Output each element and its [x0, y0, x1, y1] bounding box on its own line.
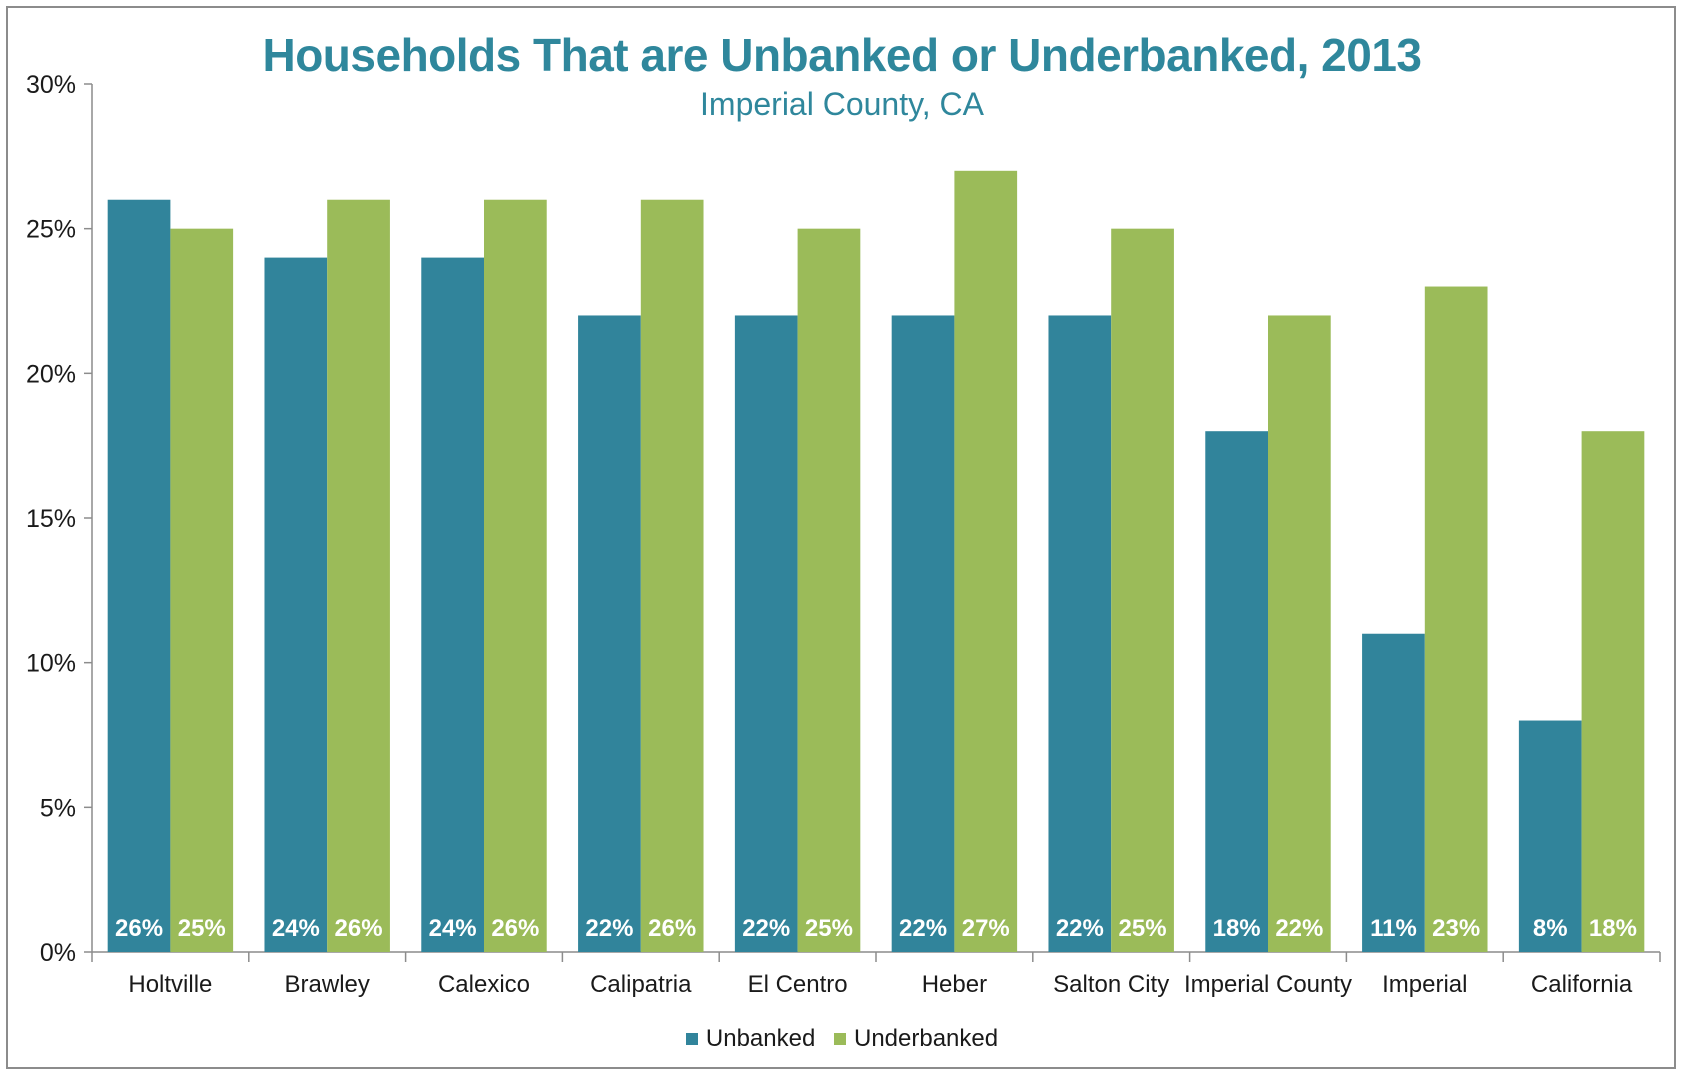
data-label: 22% — [899, 915, 947, 942]
bar-underbanked-holtville — [170, 228, 234, 952]
bar-unbanked-calexico — [421, 257, 484, 953]
y-tick-label: 5% — [40, 794, 76, 822]
legend-label-underbanked: Underbanked — [853, 1025, 999, 1052]
data-label: 18% — [1589, 915, 1637, 942]
data-label: 25% — [1119, 915, 1167, 942]
data-label: 22% — [585, 915, 633, 942]
data-label: 22% — [742, 915, 790, 942]
bar-underbanked-el-centro — [797, 228, 861, 952]
chart-title: Households That are Unbanked or Underban… — [262, 29, 1422, 81]
y-tick-label: 15% — [26, 505, 76, 533]
x-tick-label: Imperial — [1382, 971, 1467, 998]
bar-unbanked-calipatria — [578, 315, 641, 952]
y-tick-label: 10% — [26, 650, 76, 678]
data-label: 27% — [962, 915, 1010, 942]
bar-unbanked-brawley — [264, 257, 328, 953]
data-label: 22% — [1275, 915, 1323, 942]
bar-underbanked-brawley — [327, 199, 390, 952]
bar-unbanked-el-centro — [734, 315, 798, 952]
bar-underbanked-california — [1581, 431, 1645, 952]
y-tick-label: 0% — [40, 939, 76, 967]
x-tick-label: Calipatria — [590, 971, 692, 998]
bar-underbanked-imperial-county — [1268, 315, 1331, 952]
bar-unbanked-holtville — [107, 199, 171, 952]
legend: Unbanked Underbanked — [0, 1024, 1684, 1053]
bar-unbanked-heber — [891, 315, 955, 952]
legend-label-unbanked: Unbanked — [705, 1025, 816, 1052]
data-label: 25% — [178, 915, 226, 942]
x-tick-label: El Centro — [748, 971, 848, 998]
bar-unbanked-california — [1518, 720, 1582, 952]
bar-underbanked-calexico — [484, 199, 547, 952]
legend-swatch-underbanked — [833, 1033, 846, 1045]
x-tick-label: Holtville — [128, 971, 212, 998]
bar-unbanked-imperial-county — [1205, 431, 1268, 952]
data-label: 25% — [805, 915, 853, 942]
bar-unbanked-salton-city — [1048, 315, 1112, 952]
bar-underbanked-heber — [954, 170, 1018, 953]
y-tick-label: 25% — [26, 216, 76, 244]
data-label: 24% — [429, 915, 477, 942]
data-label: 26% — [491, 915, 539, 942]
data-label: 23% — [1432, 915, 1480, 942]
data-label: 8% — [1533, 915, 1568, 942]
legend-swatch-unbanked — [685, 1033, 698, 1045]
x-tick-label: Salton City — [1053, 971, 1169, 998]
bar-unbanked-imperial — [1362, 633, 1425, 952]
data-label: 24% — [272, 915, 320, 942]
data-label: 26% — [115, 915, 163, 942]
y-tick-label: 20% — [26, 360, 76, 388]
bar-underbanked-calipatria — [640, 199, 704, 952]
x-tick-label: California — [1531, 971, 1633, 998]
data-label: 11% — [1370, 915, 1417, 942]
chart-subtitle: Imperial County, CA — [700, 86, 984, 122]
x-tick-label: Heber — [922, 971, 987, 998]
data-label: 22% — [1056, 915, 1104, 942]
legend-item-unbanked: Unbanked — [685, 1025, 816, 1053]
y-tick-label: 30% — [26, 71, 76, 99]
x-tick-label: Brawley — [285, 971, 370, 998]
data-label: 18% — [1213, 915, 1261, 942]
bar-underbanked-imperial — [1424, 286, 1488, 952]
legend-item-underbanked: Underbanked — [833, 1025, 999, 1053]
x-tick-label: Calexico — [438, 971, 530, 998]
data-label: 26% — [648, 915, 696, 942]
x-tick-label: Imperial County — [1184, 971, 1352, 998]
bar-underbanked-salton-city — [1111, 228, 1174, 952]
data-label: 26% — [335, 915, 383, 942]
